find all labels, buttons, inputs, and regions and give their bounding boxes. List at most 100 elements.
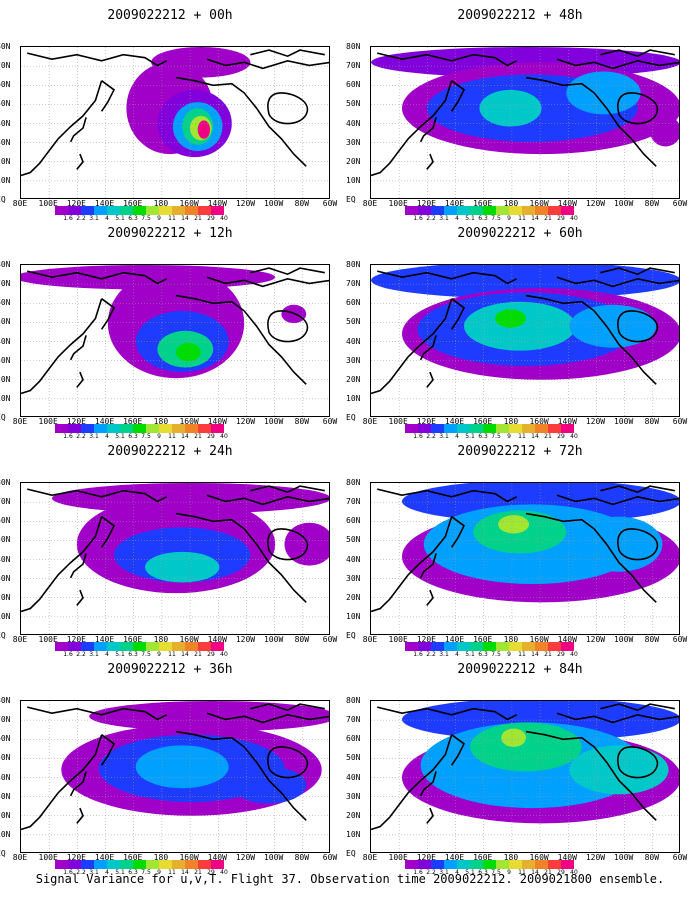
lon-tick-label: 120E: [66, 635, 86, 644]
color-legend: 1.6 2.2 3.1 4 5.1 6.3 7.5 9 11 14 21 29 40: [405, 206, 578, 224]
map-canvas: [371, 701, 679, 852]
legend-label: 5.1: [465, 215, 475, 222]
legend-label: 5.1: [115, 433, 125, 440]
lat-tick-label: 20N: [0, 374, 11, 384]
lon-tick-label: 60W: [672, 853, 688, 862]
coastline: [617, 746, 659, 779]
lat-tick-label: 60N: [0, 516, 11, 526]
lon-tick-label: 80W: [294, 853, 310, 862]
coastline: [600, 485, 675, 494]
legend-label: 14: [531, 433, 539, 440]
legend-swatch: [107, 642, 120, 651]
legend-swatch: [496, 860, 509, 869]
lat-tick-label: 20N: [346, 374, 361, 384]
legend-swatch: [198, 642, 211, 651]
legend-label: 1.6: [413, 869, 423, 876]
lat-tick-label: 30N: [0, 355, 11, 365]
legend-label: 5.1: [465, 869, 475, 876]
lon-tick-label: 120W: [585, 417, 606, 426]
legend-swatch: [405, 860, 418, 869]
legend-swatch: [444, 860, 457, 869]
legend-label: 40: [570, 869, 578, 876]
lon-tick-label: 180: [153, 199, 169, 208]
lon-tick-label: 80E: [12, 199, 28, 208]
legend-swatch: [509, 642, 522, 651]
legend-swatch: [431, 860, 444, 869]
coastline: [100, 80, 116, 112]
variance-shade: [566, 71, 641, 115]
coastline: [206, 276, 329, 288]
lon-tick-label: 180: [503, 635, 519, 644]
lat-tick-label: 70N: [0, 497, 11, 507]
coastline: [250, 703, 325, 712]
coastline: [450, 298, 466, 330]
legend-label: 29: [557, 869, 565, 876]
legend-label: 7.5: [491, 433, 501, 440]
lon-tick-label: 160E: [123, 853, 143, 862]
lon-tick-label: 120W: [235, 199, 256, 208]
lon-tick-label: 80W: [294, 199, 310, 208]
coastline: [69, 771, 87, 797]
lon-tick-label: 180: [503, 417, 519, 426]
lat-tick-label: 70N: [346, 715, 361, 725]
legend-swatch: [172, 642, 185, 651]
legend-swatch: [457, 424, 470, 433]
legend-label: 3.1: [89, 215, 99, 222]
lon-tick-label: 140W: [557, 853, 577, 862]
panel-title: 2009022212 + 00h: [107, 8, 233, 23]
coastline: [419, 771, 437, 797]
legend-swatch: [431, 642, 444, 651]
legend-swatch: [68, 206, 81, 215]
variance-shade: [495, 309, 526, 328]
lon-tick-label: 60W: [322, 853, 338, 862]
coastline: [69, 335, 87, 361]
coastline: [175, 730, 307, 821]
lat-tick-label: 10N: [346, 829, 361, 839]
coastline: [617, 310, 659, 343]
lat-tick-label: EQ: [346, 195, 356, 204]
legend-swatch: [483, 206, 496, 215]
lon-tick-label: 120W: [585, 853, 606, 862]
lon-tick-label: 160E: [473, 199, 493, 208]
coastline: [600, 267, 675, 276]
legend-swatch: [211, 642, 224, 651]
legend-label: 14: [181, 869, 189, 876]
legend-swatch: [146, 206, 159, 215]
legend-swatch: [146, 424, 159, 433]
lat-tick-label: 80N: [0, 260, 11, 269]
legend-label: 2.2: [426, 433, 436, 440]
legend-swatch: [548, 860, 561, 869]
legend-swatch: [133, 642, 146, 651]
map-panel: 2009022212 + 60h 80N 70N 60N 50N 40N 30N 20N 10N…: [346, 224, 690, 440]
lat-tick-label: 70N: [0, 279, 11, 289]
coastline: [206, 712, 329, 724]
lon-tick-label: 180: [503, 853, 519, 862]
legend-label: 7.5: [491, 869, 501, 876]
lat-tick-label: 30N: [0, 791, 11, 801]
variance-shade: [371, 265, 679, 299]
legend-swatch: [81, 860, 94, 869]
legend-label: 1.6: [63, 215, 73, 222]
lat-tick-label: 40N: [0, 554, 11, 564]
variance-shade: [569, 304, 657, 348]
panel-title: 2009022212 + 12h: [107, 226, 233, 241]
coastline: [371, 734, 453, 831]
coastline: [27, 52, 168, 67]
legend-swatch: [211, 206, 224, 215]
lon-tick-label: 160W: [179, 853, 199, 862]
legend-label: 29: [207, 651, 215, 658]
legend-swatch: [133, 424, 146, 433]
lat-tick-label: 40N: [346, 554, 361, 564]
lon-tick-label: 180: [503, 199, 519, 208]
coastline: [525, 76, 657, 167]
lat-tick-label: 60N: [346, 298, 361, 308]
legend-swatch: [120, 206, 133, 215]
legend-swatch: [94, 642, 107, 651]
coastline: [267, 92, 309, 125]
legend-label: 6.3: [128, 651, 138, 658]
legend-label: 9: [157, 651, 161, 658]
legend-swatch: [81, 206, 94, 215]
legend-swatch: [444, 642, 457, 651]
map-canvas: [371, 265, 679, 416]
coastline: [419, 335, 437, 361]
